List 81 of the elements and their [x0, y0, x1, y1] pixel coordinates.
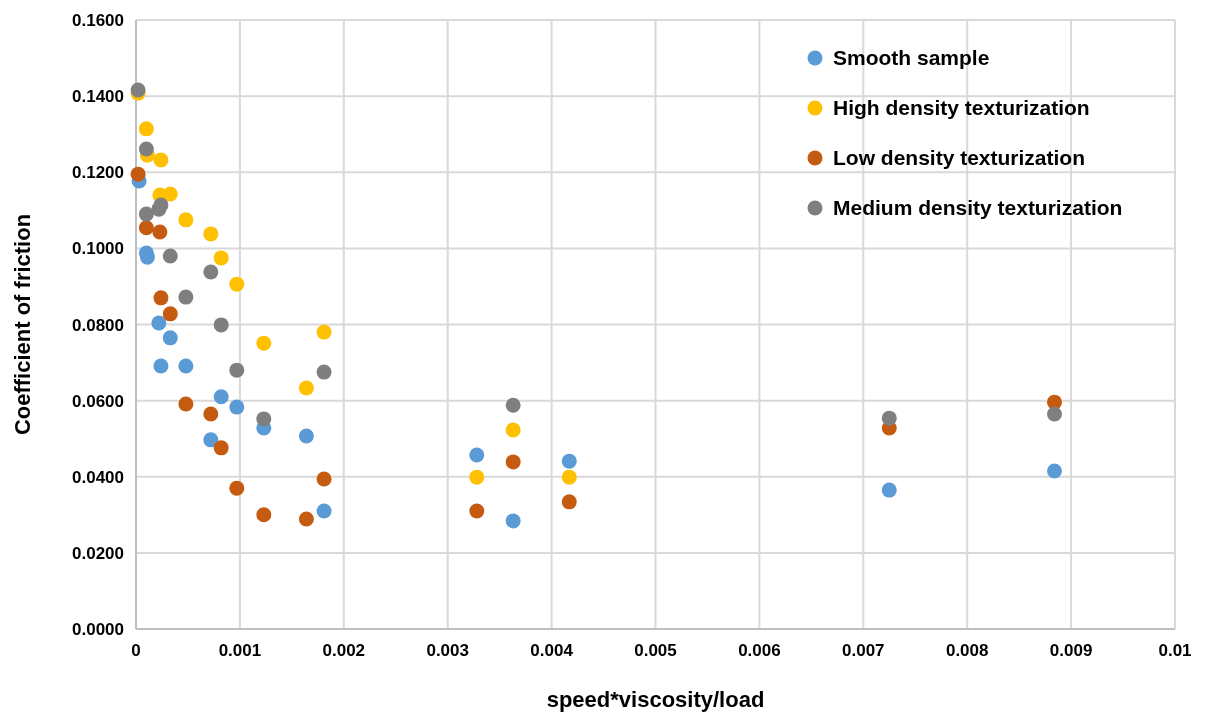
- point: [561, 494, 577, 510]
- point: [505, 454, 521, 470]
- point: [229, 362, 245, 378]
- y-tick-label: 0.0600: [72, 391, 124, 411]
- point: [178, 358, 194, 374]
- point: [153, 290, 169, 306]
- point: [153, 197, 169, 213]
- x-tick-label: 0.004: [530, 641, 574, 660]
- point: [213, 389, 229, 405]
- point: [505, 513, 521, 529]
- point: [162, 186, 178, 202]
- point: [316, 324, 332, 340]
- point: [138, 121, 154, 137]
- point: [298, 428, 314, 444]
- point: [203, 406, 219, 422]
- x-tick-label: 0.001: [218, 641, 262, 660]
- legend-label: High density texturization: [833, 96, 1090, 119]
- point: [469, 447, 485, 463]
- legend-label: Smooth sample: [833, 46, 990, 69]
- point: [881, 410, 897, 426]
- point: [256, 507, 272, 523]
- point: [1046, 463, 1062, 479]
- point: [138, 220, 154, 236]
- point: [881, 482, 897, 498]
- y-tick-label: 0.1400: [72, 87, 124, 107]
- legend-label: Low density texturization: [833, 146, 1086, 169]
- point: [162, 248, 178, 264]
- point: [152, 224, 168, 240]
- point: [469, 469, 485, 485]
- y-tick-label: 0.1000: [72, 239, 124, 259]
- x-tick-label: 0.009: [1049, 641, 1093, 660]
- point: [153, 358, 169, 374]
- point: [229, 480, 245, 496]
- point: [316, 503, 332, 519]
- point: [138, 206, 154, 222]
- point: [316, 471, 332, 487]
- point: [256, 411, 272, 427]
- point: [316, 364, 332, 380]
- point: [130, 166, 146, 182]
- point: [178, 212, 194, 228]
- point: [213, 317, 229, 333]
- point: [561, 453, 577, 469]
- point: [213, 250, 229, 266]
- point: [1046, 406, 1062, 422]
- point: [162, 306, 178, 322]
- point: [256, 335, 272, 351]
- point: [229, 276, 245, 292]
- point: [469, 503, 485, 519]
- y-tick-label: 0.1200: [72, 163, 124, 183]
- legend-label: Medium density texturization: [833, 196, 1123, 219]
- x-tick-label: 0.008: [945, 641, 989, 660]
- point: [138, 141, 154, 157]
- point: [561, 469, 577, 485]
- point: [178, 289, 194, 305]
- point: [203, 226, 219, 242]
- point: [213, 440, 229, 456]
- x-tick-label: 0.007: [842, 641, 885, 660]
- point: [151, 315, 167, 331]
- point: [203, 264, 219, 280]
- x-axis-title: speed*viscosity/load: [546, 687, 765, 712]
- y-axis-title: Coefficient of friction: [10, 213, 35, 436]
- point: [229, 399, 245, 415]
- point: [203, 432, 219, 448]
- point: [162, 330, 178, 346]
- point: [178, 396, 194, 412]
- x-tick-label: 0: [131, 641, 141, 660]
- x-tick-label: 0.01: [1158, 641, 1192, 660]
- x-tick-label: 0.006: [738, 641, 781, 660]
- y-tick-label: 0.0200: [72, 543, 124, 563]
- x-tick-label: 0.002: [322, 641, 366, 660]
- y-tick-label: 0.1600: [72, 11, 124, 30]
- point: [298, 380, 314, 396]
- y-tick-label: 0.0800: [72, 315, 124, 335]
- x-tick-label: 0.003: [426, 641, 469, 660]
- point: [505, 422, 521, 438]
- y-tick-label: 0.0400: [72, 467, 124, 487]
- x-tick-label: 0.005: [634, 641, 677, 660]
- y-tick-label: 0.0000: [72, 620, 124, 639]
- point: [153, 152, 169, 168]
- point: [298, 511, 314, 527]
- point: [505, 397, 521, 413]
